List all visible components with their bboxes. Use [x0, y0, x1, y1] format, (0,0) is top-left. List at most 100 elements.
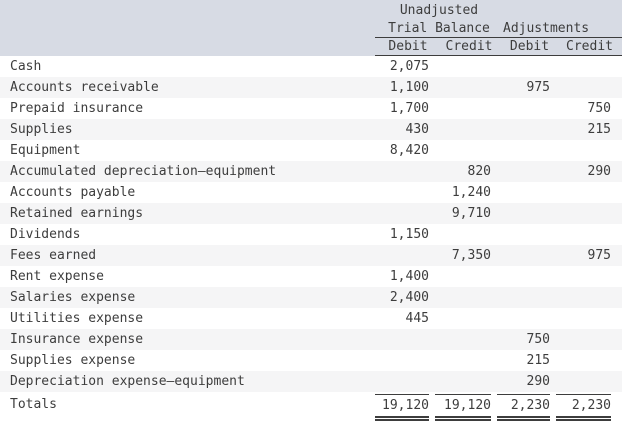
utb-debit-cell: 1,700 — [389, 101, 429, 116]
account-name: Utilities expense — [10, 311, 144, 326]
trial-balance-worksheet: Unadjusted Trial Balance Adjustments Deb… — [0, 0, 622, 421]
utb-debit-cell: 1,400 — [389, 269, 429, 284]
adj-credit-cell — [556, 350, 611, 371]
utb-debit-cell: 430 — [405, 122, 429, 137]
table-row: Depreciation expense—equipment 290 — [0, 371, 622, 392]
totals-row: Totals 19,120 19,120 2,230 2,230 — [0, 394, 622, 421]
utb-credit-cell — [435, 350, 491, 371]
account-name: Retained earnings — [10, 206, 144, 221]
utb-credit-cell — [435, 119, 491, 140]
adj-debit-cell — [497, 119, 550, 140]
adj-credit-cell — [556, 140, 611, 161]
utb-debit-header: Debit — [388, 39, 428, 54]
adj-debit-cell: 290 — [526, 374, 550, 389]
utb-debit-cell: 2,400 — [389, 290, 429, 305]
adj-debit-header: Debit — [509, 39, 550, 54]
adj-credit-cell: 750 — [587, 101, 611, 116]
adj-debit-cell: 215 — [526, 353, 550, 368]
utb-credit-cell: 1,240 — [451, 185, 491, 200]
header-line-3: Debit Credit Debit Credit — [0, 38, 622, 56]
utb-credit-cell — [435, 287, 491, 308]
adj-debit-cell — [497, 140, 550, 161]
adj-debit-cell — [497, 56, 550, 77]
utb-credit-cell: 9,710 — [451, 206, 491, 221]
adj-credit-cell — [556, 329, 611, 350]
table-row: Prepaid insurance 1,700 750 — [0, 98, 622, 119]
account-name: Dividends — [10, 227, 81, 242]
table-row: Salaries expense 2,400 — [0, 287, 622, 308]
header-spacer — [0, 20, 375, 38]
account-name: Equipment — [10, 143, 81, 158]
adj-debit-cell — [497, 308, 550, 329]
account-name: Supplies expense — [10, 353, 136, 368]
account-name: Depreciation expense—equipment — [10, 374, 245, 389]
utb-debit-total: 19,120 — [375, 394, 429, 421]
account-name: Rent expense — [10, 269, 104, 284]
adj-debit-cell — [497, 245, 550, 266]
header-groups-line-1: Unadjusted — [375, 2, 622, 20]
adj-credit-cell — [556, 182, 611, 203]
adj-credit-cell — [556, 77, 611, 98]
utb-credit-header: Credit — [445, 39, 493, 54]
adj-debit-cell: 975 — [526, 80, 550, 95]
account-name: Insurance expense — [10, 332, 144, 347]
header-spacer — [0, 2, 375, 20]
utb-debit-cell: 445 — [405, 311, 429, 326]
utb-credit-cell: 7,350 — [451, 248, 491, 263]
table-row: Accounts receivable 1,100 975 — [0, 77, 622, 98]
header-line-1: Unadjusted — [0, 2, 622, 20]
utb-credit-cell — [435, 140, 491, 161]
account-name: Accounts payable — [10, 185, 136, 200]
utb-debit-cell — [375, 182, 429, 203]
table-row: Accumulated depreciation—equipment 820 2… — [0, 161, 622, 182]
utb-credit-cell — [435, 371, 491, 392]
adj-credit-header: Credit — [566, 39, 613, 54]
header-spacer — [0, 38, 375, 56]
header-line-2: Trial Balance Adjustments — [0, 20, 622, 38]
adj-debit-cell — [497, 266, 550, 287]
utb-debit-cell: 1,150 — [389, 227, 429, 242]
account-name: Accumulated depreciation—equipment — [10, 164, 277, 179]
utb-debit-cell — [375, 350, 429, 371]
utb-debit-cell: 8,420 — [389, 143, 429, 158]
utb-credit-total: 19,120 — [435, 394, 491, 421]
account-name: Accounts receivable — [10, 80, 159, 95]
utb-credit-cell — [435, 308, 491, 329]
table-row: Cash 2,075 — [0, 56, 622, 77]
adjustments-label: Adjustments — [503, 21, 590, 36]
adj-credit-cell — [556, 56, 611, 77]
adj-credit-cell: 215 — [587, 122, 611, 137]
adj-credit-cell — [556, 308, 611, 329]
adj-credit-cell — [556, 371, 611, 392]
adj-credit-cell — [556, 224, 611, 245]
utb-credit-cell: 820 — [467, 164, 491, 179]
trial-balance-label: Trial Balance — [388, 21, 490, 36]
adj-debit-cell: 750 — [526, 332, 550, 347]
adj-credit-cell — [556, 287, 611, 308]
adj-debit-cell — [497, 182, 550, 203]
adj-credit-cell: 290 — [587, 164, 611, 179]
table-row: Supplies expense 215 — [0, 350, 622, 371]
adj-credit-total: 2,230 — [556, 394, 611, 421]
utb-debit-cell — [375, 245, 429, 266]
utb-debit-cell: 1,100 — [389, 80, 429, 95]
table-row: Rent expense 1,400 — [0, 266, 622, 287]
table-row: Insurance expense 750 — [0, 329, 622, 350]
table-header: Unadjusted Trial Balance Adjustments Deb… — [0, 0, 622, 56]
table-row: Dividends 1,150 — [0, 224, 622, 245]
table-row: Retained earnings 9,710 — [0, 203, 622, 224]
account-name: Fees earned — [10, 248, 97, 263]
table-row: Accounts payable 1,240 — [0, 182, 622, 203]
header-groups-line-2: Trial Balance Adjustments — [375, 20, 622, 38]
adj-credit-cell — [556, 203, 611, 224]
utb-credit-cell — [435, 56, 491, 77]
account-name: Cash — [10, 59, 42, 74]
table-row: Fees earned 7,350 975 — [0, 245, 622, 266]
utb-debit-cell — [375, 161, 429, 182]
adj-debit-cell — [497, 287, 550, 308]
utb-credit-cell — [435, 77, 491, 98]
unadjusted-label: Unadjusted — [399, 3, 479, 18]
utb-debit-cell: 2,075 — [389, 59, 429, 74]
utb-credit-cell — [435, 98, 491, 119]
adj-debit-total: 2,230 — [497, 394, 550, 421]
